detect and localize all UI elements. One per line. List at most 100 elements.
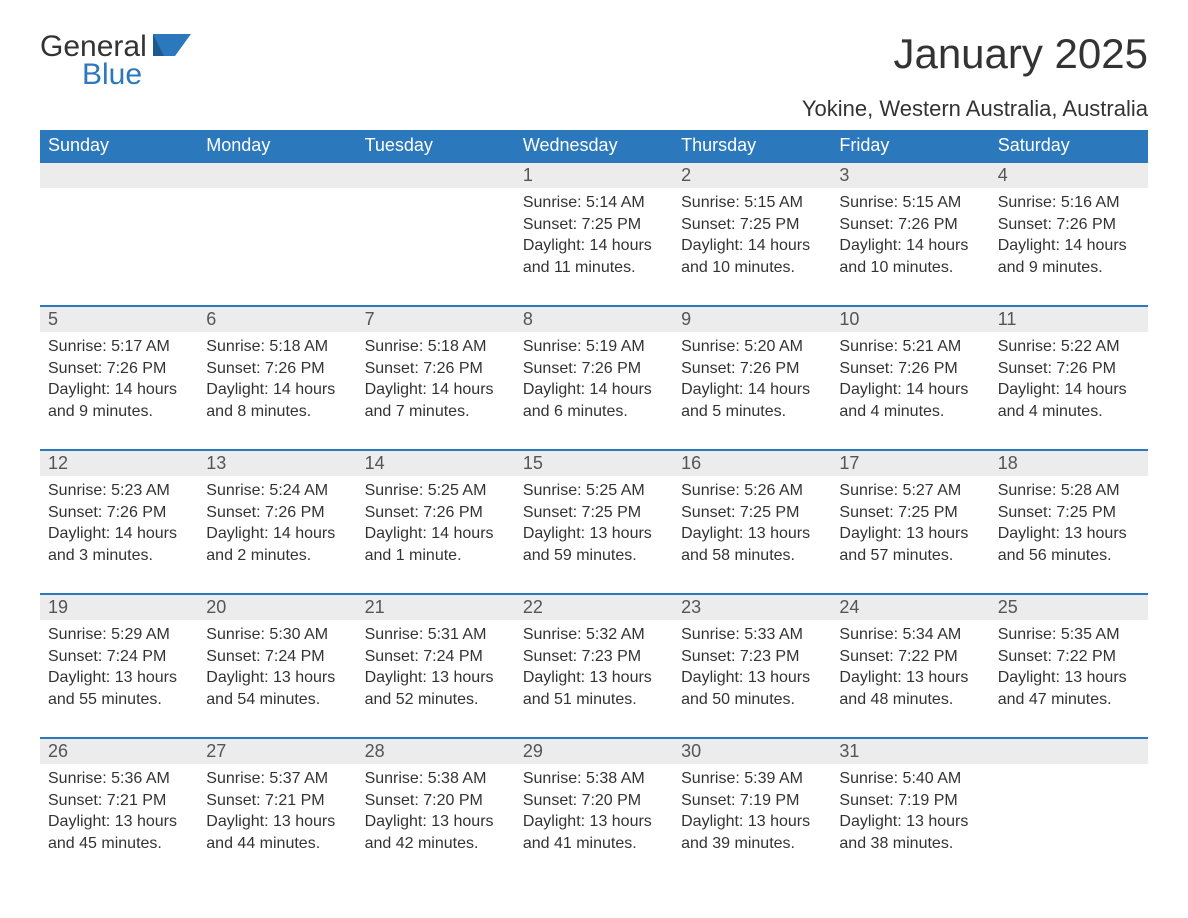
- day-number-cell: 13: [198, 450, 356, 476]
- day-number-cell: 22: [515, 594, 673, 620]
- daylight-line: Daylight: 14 hours and 11 minutes.: [523, 235, 665, 278]
- sunset-line: Sunset: 7:26 PM: [839, 214, 981, 236]
- day-content-cell: [198, 188, 356, 306]
- sunset-line: Sunset: 7:19 PM: [839, 790, 981, 812]
- day-number: 6: [206, 309, 216, 329]
- day-number: 30: [681, 741, 701, 761]
- sunset-line: Sunset: 7:20 PM: [365, 790, 507, 812]
- day-number: 10: [839, 309, 859, 329]
- daylight-line: Daylight: 13 hours and 57 minutes.: [839, 523, 981, 566]
- day-number-cell: 27: [198, 738, 356, 764]
- sunrise-line: Sunrise: 5:16 AM: [998, 192, 1140, 214]
- sunrise-line: Sunrise: 5:38 AM: [523, 768, 665, 790]
- daylight-line: Daylight: 13 hours and 41 minutes.: [523, 811, 665, 854]
- sunset-line: Sunset: 7:26 PM: [523, 358, 665, 380]
- day-number-cell: 26: [40, 738, 198, 764]
- sunrise-line: Sunrise: 5:28 AM: [998, 480, 1140, 502]
- weekday-header: Monday: [198, 130, 356, 162]
- day-number: 3: [839, 165, 849, 185]
- daynum-row: 12131415161718: [40, 450, 1148, 476]
- daylight-line: Daylight: 13 hours and 42 minutes.: [365, 811, 507, 854]
- day-number: 5: [48, 309, 58, 329]
- day-number-cell: 2: [673, 162, 831, 188]
- content-row: Sunrise: 5:36 AMSunset: 7:21 PMDaylight:…: [40, 764, 1148, 882]
- sunrise-line: Sunrise: 5:39 AM: [681, 768, 823, 790]
- day-number-cell: [357, 162, 515, 188]
- sunrise-line: Sunrise: 5:15 AM: [681, 192, 823, 214]
- day-content-cell: Sunrise: 5:34 AMSunset: 7:22 PMDaylight:…: [831, 620, 989, 738]
- sunrise-line: Sunrise: 5:21 AM: [839, 336, 981, 358]
- day-number: 13: [206, 453, 226, 473]
- day-number: 26: [48, 741, 68, 761]
- sunset-line: Sunset: 7:25 PM: [681, 214, 823, 236]
- day-content-cell: Sunrise: 5:24 AMSunset: 7:26 PMDaylight:…: [198, 476, 356, 594]
- day-number-cell: [990, 738, 1148, 764]
- day-number: 21: [365, 597, 385, 617]
- sunset-line: Sunset: 7:23 PM: [523, 646, 665, 668]
- day-number: 24: [839, 597, 859, 617]
- day-number-cell: [40, 162, 198, 188]
- day-number: 12: [48, 453, 68, 473]
- day-content-cell: Sunrise: 5:31 AMSunset: 7:24 PMDaylight:…: [357, 620, 515, 738]
- daylight-line: Daylight: 14 hours and 2 minutes.: [206, 523, 348, 566]
- day-number-cell: 19: [40, 594, 198, 620]
- brand-flag-icon: [153, 34, 191, 56]
- day-number: 19: [48, 597, 68, 617]
- sunset-line: Sunset: 7:23 PM: [681, 646, 823, 668]
- weekday-header: Saturday: [990, 130, 1148, 162]
- day-number: 14: [365, 453, 385, 473]
- day-content-cell: Sunrise: 5:29 AMSunset: 7:24 PMDaylight:…: [40, 620, 198, 738]
- sunset-line: Sunset: 7:24 PM: [365, 646, 507, 668]
- daylight-line: Daylight: 14 hours and 3 minutes.: [48, 523, 190, 566]
- sunset-line: Sunset: 7:26 PM: [48, 358, 190, 380]
- day-content-cell: Sunrise: 5:37 AMSunset: 7:21 PMDaylight:…: [198, 764, 356, 882]
- day-content-cell: Sunrise: 5:38 AMSunset: 7:20 PMDaylight:…: [515, 764, 673, 882]
- day-number: 29: [523, 741, 543, 761]
- day-number-cell: 15: [515, 450, 673, 476]
- daylight-line: Daylight: 13 hours and 50 minutes.: [681, 667, 823, 710]
- daylight-line: Daylight: 13 hours and 54 minutes.: [206, 667, 348, 710]
- month-title: January 2025: [802, 30, 1148, 78]
- sunset-line: Sunset: 7:22 PM: [839, 646, 981, 668]
- day-content-cell: Sunrise: 5:15 AMSunset: 7:25 PMDaylight:…: [673, 188, 831, 306]
- day-number-cell: 4: [990, 162, 1148, 188]
- day-number: 18: [998, 453, 1018, 473]
- calendar-table: Sunday Monday Tuesday Wednesday Thursday…: [40, 130, 1148, 882]
- day-content-cell: Sunrise: 5:28 AMSunset: 7:25 PMDaylight:…: [990, 476, 1148, 594]
- day-content-cell: Sunrise: 5:39 AMSunset: 7:19 PMDaylight:…: [673, 764, 831, 882]
- daylight-line: Daylight: 14 hours and 4 minutes.: [998, 379, 1140, 422]
- sunrise-line: Sunrise: 5:18 AM: [206, 336, 348, 358]
- sunset-line: Sunset: 7:25 PM: [681, 502, 823, 524]
- day-content-cell: Sunrise: 5:23 AMSunset: 7:26 PMDaylight:…: [40, 476, 198, 594]
- daylight-line: Daylight: 13 hours and 58 minutes.: [681, 523, 823, 566]
- day-content-cell: [990, 764, 1148, 882]
- content-row: Sunrise: 5:29 AMSunset: 7:24 PMDaylight:…: [40, 620, 1148, 738]
- day-content-cell: Sunrise: 5:25 AMSunset: 7:26 PMDaylight:…: [357, 476, 515, 594]
- day-number: 11: [998, 309, 1017, 329]
- sunrise-line: Sunrise: 5:36 AM: [48, 768, 190, 790]
- daylight-line: Daylight: 13 hours and 56 minutes.: [998, 523, 1140, 566]
- daylight-line: Daylight: 13 hours and 52 minutes.: [365, 667, 507, 710]
- day-number-cell: 3: [831, 162, 989, 188]
- sunrise-line: Sunrise: 5:33 AM: [681, 624, 823, 646]
- day-content-cell: Sunrise: 5:20 AMSunset: 7:26 PMDaylight:…: [673, 332, 831, 450]
- daylight-line: Daylight: 13 hours and 38 minutes.: [839, 811, 981, 854]
- sunrise-line: Sunrise: 5:40 AM: [839, 768, 981, 790]
- day-number-cell: 8: [515, 306, 673, 332]
- day-content-cell: [40, 188, 198, 306]
- day-number-cell: 23: [673, 594, 831, 620]
- day-content-cell: Sunrise: 5:30 AMSunset: 7:24 PMDaylight:…: [198, 620, 356, 738]
- sunrise-line: Sunrise: 5:18 AM: [365, 336, 507, 358]
- sunset-line: Sunset: 7:26 PM: [48, 502, 190, 524]
- sunset-line: Sunset: 7:26 PM: [365, 358, 507, 380]
- day-number-cell: 14: [357, 450, 515, 476]
- day-number-cell: 28: [357, 738, 515, 764]
- day-content-cell: Sunrise: 5:32 AMSunset: 7:23 PMDaylight:…: [515, 620, 673, 738]
- sunrise-line: Sunrise: 5:34 AM: [839, 624, 981, 646]
- sunrise-line: Sunrise: 5:25 AM: [523, 480, 665, 502]
- sunrise-line: Sunrise: 5:25 AM: [365, 480, 507, 502]
- daylight-line: Daylight: 14 hours and 8 minutes.: [206, 379, 348, 422]
- day-number-cell: 20: [198, 594, 356, 620]
- daynum-row: 1234: [40, 162, 1148, 188]
- day-content-cell: Sunrise: 5:36 AMSunset: 7:21 PMDaylight:…: [40, 764, 198, 882]
